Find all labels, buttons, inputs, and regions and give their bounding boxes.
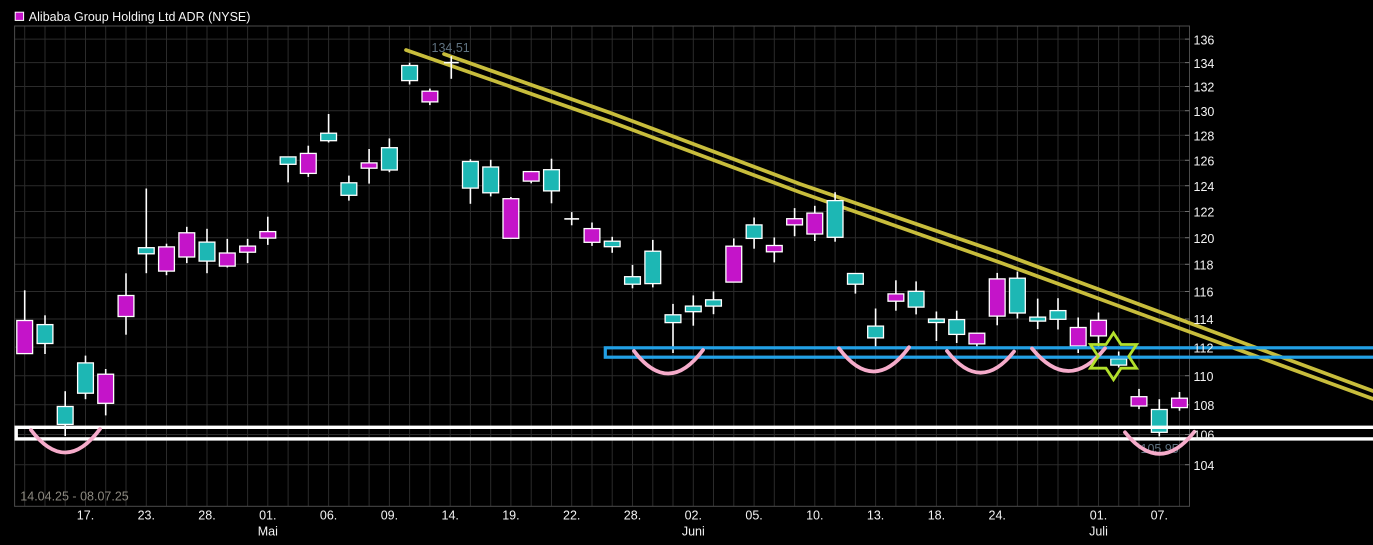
svg-text:19.: 19. [502, 508, 519, 522]
svg-text:112: 112 [1194, 341, 1214, 355]
svg-text:126: 126 [1194, 155, 1215, 169]
svg-text:128: 128 [1194, 130, 1215, 144]
svg-text:18.: 18. [928, 508, 945, 522]
svg-text:130: 130 [1194, 105, 1215, 119]
svg-text:Alibaba Group Holding Ltd ADR: Alibaba Group Holding Ltd ADR (NYSE) [29, 10, 251, 24]
svg-text:132: 132 [1194, 81, 1215, 95]
svg-text:124: 124 [1194, 180, 1215, 194]
svg-text:07.: 07. [1151, 508, 1168, 522]
svg-text:Mai: Mai [258, 524, 278, 538]
svg-text:22.: 22. [563, 508, 580, 522]
svg-text:13.: 13. [867, 508, 884, 522]
svg-text:14.04.25 - 08.07.25: 14.04.25 - 08.07.25 [20, 490, 128, 504]
svg-text:28.: 28. [198, 508, 215, 522]
svg-text:122: 122 [1194, 206, 1215, 220]
svg-text:02.: 02. [685, 508, 702, 522]
svg-text:120: 120 [1194, 232, 1215, 246]
svg-text:05.: 05. [745, 508, 762, 522]
svg-text:23.: 23. [138, 508, 155, 522]
svg-text:106: 106 [1194, 429, 1215, 443]
svg-text:10.: 10. [806, 508, 823, 522]
svg-text:108: 108 [1194, 399, 1215, 413]
svg-text:110: 110 [1194, 370, 1214, 384]
svg-text:Juni: Juni [682, 524, 705, 538]
svg-text:Juli: Juli [1089, 524, 1108, 538]
svg-text:134: 134 [1194, 57, 1215, 71]
svg-text:104: 104 [1194, 459, 1215, 473]
svg-text:24.: 24. [989, 508, 1006, 522]
svg-text:116: 116 [1194, 286, 1214, 300]
svg-text:14.: 14. [442, 508, 459, 522]
svg-text:118: 118 [1194, 259, 1214, 273]
svg-text:09.: 09. [381, 508, 398, 522]
svg-text:136: 136 [1194, 33, 1215, 47]
svg-text:17.: 17. [77, 508, 94, 522]
svg-text:01.: 01. [259, 508, 276, 522]
svg-text:134,51: 134,51 [432, 41, 470, 55]
svg-text:06.: 06. [320, 508, 337, 522]
svg-text:01.: 01. [1090, 508, 1107, 522]
svg-text:114: 114 [1194, 313, 1214, 327]
svg-text:28.: 28. [624, 508, 641, 522]
